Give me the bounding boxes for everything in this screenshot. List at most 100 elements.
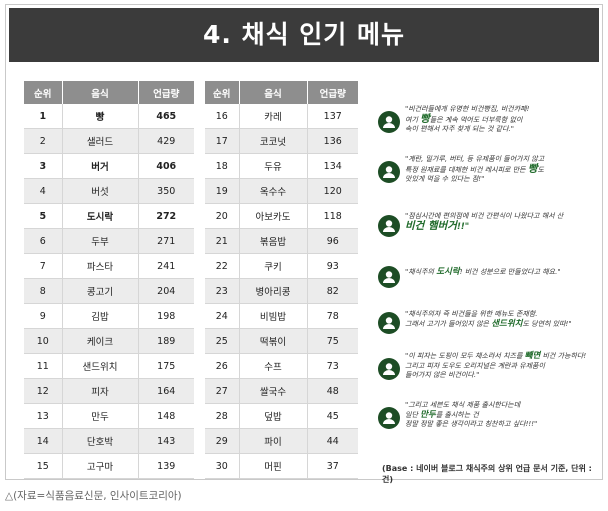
cell-count: 44 xyxy=(307,428,358,454)
cell-rank: 5 xyxy=(24,203,63,229)
ranking-table-left: 순위 음식 언급량 1 빵 465 2 샐러드 429 3 버거 406 4 버섯 350 5 도시락 27… xyxy=(24,81,194,479)
quote-text: "비건러들에게 유명한 비건빵집, 비건카페! 여기 빵들은 계속 먹어도 더부… xyxy=(405,105,530,133)
user-avatar-icon xyxy=(378,111,400,133)
user-avatar-icon xyxy=(378,407,400,429)
table-row: 9 김밥 198 xyxy=(24,303,194,329)
table-row: 19 옥수수 120 xyxy=(205,178,358,204)
cell-rank: 6 xyxy=(24,228,63,254)
cell-count: 350 xyxy=(138,178,194,204)
table-row: 11 샌드위치 175 xyxy=(24,353,194,379)
quote-text: "채식주의자 즉 비건들을 위한 메뉴도 존재함. 그래서 고기가 들어있지 않… xyxy=(405,310,572,329)
cell-count: 136 xyxy=(307,128,358,154)
cell-count: 37 xyxy=(307,453,358,479)
quote-text: "채식주의 도시락! 비건 성분으로 만들었다고 해요." xyxy=(405,267,561,277)
cell-count: 93 xyxy=(307,253,358,279)
cell-rank: 14 xyxy=(24,428,63,454)
table-row: 26 수프 73 xyxy=(205,353,358,379)
cell-rank: 15 xyxy=(24,453,63,479)
cell-rank: 8 xyxy=(24,278,63,304)
table-row: 15 고구마 139 xyxy=(24,453,194,479)
table-row: 28 덮밥 45 xyxy=(205,403,358,429)
cell-rank: 25 xyxy=(205,328,240,354)
cell-food: 도시락 xyxy=(62,203,139,229)
table-row: 5 도시락 272 xyxy=(24,203,194,229)
header-count: 언급량 xyxy=(138,81,194,104)
quote-3: "점심시간에 편의점에 비건 간편식이 나왔다고 해서 산 비건 햄버거!!" xyxy=(374,209,596,247)
cell-count: 134 xyxy=(307,153,358,179)
cell-count: 406 xyxy=(138,153,194,179)
cell-count: 75 xyxy=(307,328,358,354)
quote-highlight: 빵 xyxy=(527,162,538,175)
cell-food: 옥수수 xyxy=(239,178,308,204)
cell-food: 샐러드 xyxy=(62,128,139,154)
cell-rank: 2 xyxy=(24,128,63,154)
quote-highlight: 비건 햄버거 xyxy=(405,219,457,232)
cell-rank: 16 xyxy=(205,104,240,129)
header-rank: 순위 xyxy=(24,81,63,104)
cell-food: 샌드위치 xyxy=(62,353,139,379)
quote-text: "이 피자는 도핑이 모두 채소라서 치즈를 빼면 비건 가능하다! 그리고 피… xyxy=(405,351,587,379)
cell-count: 198 xyxy=(138,303,194,329)
base-note: (Base : 네이버 블로그 채식주의 상위 언급 문서 기준, 단위 : 건… xyxy=(382,464,592,484)
quote-highlight: 샌드위치 xyxy=(491,318,523,329)
cell-food: 쿠키 xyxy=(239,253,308,279)
cell-food: 빵 xyxy=(62,104,139,129)
table-row: 20 아보카도 118 xyxy=(205,203,358,229)
cell-count: 82 xyxy=(307,278,358,304)
cell-count: 143 xyxy=(138,428,194,454)
table-row: 22 쿠키 93 xyxy=(205,253,358,279)
cell-food: 병아리콩 xyxy=(239,278,308,304)
cell-count: 48 xyxy=(307,378,358,404)
table-row: 18 두유 134 xyxy=(205,153,358,179)
cell-rank: 17 xyxy=(205,128,240,154)
cell-food: 떡볶이 xyxy=(239,328,308,354)
cell-count: 139 xyxy=(138,453,194,479)
user-avatar-icon xyxy=(378,266,400,288)
cell-rank: 24 xyxy=(205,303,240,329)
table-row: 12 피자 164 xyxy=(24,378,194,404)
cell-food: 카레 xyxy=(239,104,308,129)
cell-rank: 26 xyxy=(205,353,240,379)
table-row: 4 버섯 350 xyxy=(24,178,194,204)
table-row: 1 빵 465 xyxy=(24,104,194,129)
table-header-row: 순위 음식 언급량 xyxy=(205,81,358,104)
cell-rank: 4 xyxy=(24,178,63,204)
cell-count: 148 xyxy=(138,403,194,429)
cell-count: 465 xyxy=(138,104,194,129)
cell-food: 코코넛 xyxy=(239,128,308,154)
cell-food: 덮밥 xyxy=(239,403,308,429)
cell-rank: 11 xyxy=(24,353,63,379)
cell-food: 쌀국수 xyxy=(239,378,308,404)
quote-text: "그리고 세븐도 채식 제품 출시한다는데 일단 만두를 출시하는 건 정말 정… xyxy=(405,401,538,428)
user-avatar-icon xyxy=(378,312,400,334)
quote-text: "계란, 밀가루, 버터, 등 유제품이 들어가지 않고 특정 원재료를 대체한… xyxy=(405,155,545,183)
quote-highlight: 도시락 xyxy=(436,267,460,277)
cell-count: 429 xyxy=(138,128,194,154)
cell-rank: 10 xyxy=(24,328,63,354)
table-row: 30 머핀 37 xyxy=(205,453,358,479)
user-avatar-icon xyxy=(378,358,400,380)
table-row: 2 샐러드 429 xyxy=(24,128,194,154)
table-row: 7 파스타 241 xyxy=(24,253,194,279)
cell-food: 두유 xyxy=(239,153,308,179)
cell-rank: 1 xyxy=(24,104,63,129)
header-food: 음식 xyxy=(239,81,308,104)
cell-count: 272 xyxy=(138,203,194,229)
cell-count: 73 xyxy=(307,353,358,379)
quote-4: "채식주의 도시락! 비건 성분으로 만들었다고 해요." xyxy=(374,260,596,298)
table-row: 10 케이크 189 xyxy=(24,328,194,354)
cell-count: 118 xyxy=(307,203,358,229)
cell-food: 머핀 xyxy=(239,453,308,479)
cell-food: 파스타 xyxy=(62,253,139,279)
cell-food: 버섯 xyxy=(62,178,139,204)
cell-food: 버거 xyxy=(62,153,139,179)
cell-food: 파이 xyxy=(239,428,308,454)
cell-rank: 23 xyxy=(205,278,240,304)
cell-food: 만두 xyxy=(62,403,139,429)
page-title: 4. 채식 인기 메뉴 xyxy=(9,8,599,62)
quote-highlight: 빼면 xyxy=(524,351,541,361)
cell-food: 단호박 xyxy=(62,428,139,454)
cell-food: 두부 xyxy=(62,228,139,254)
ranking-table-right: 순위 음식 언급량 16 카레 137 17 코코넛 136 18 두유 134 19 옥수수 120… xyxy=(205,81,358,479)
table-header-row: 순위 음식 언급량 xyxy=(24,81,194,104)
